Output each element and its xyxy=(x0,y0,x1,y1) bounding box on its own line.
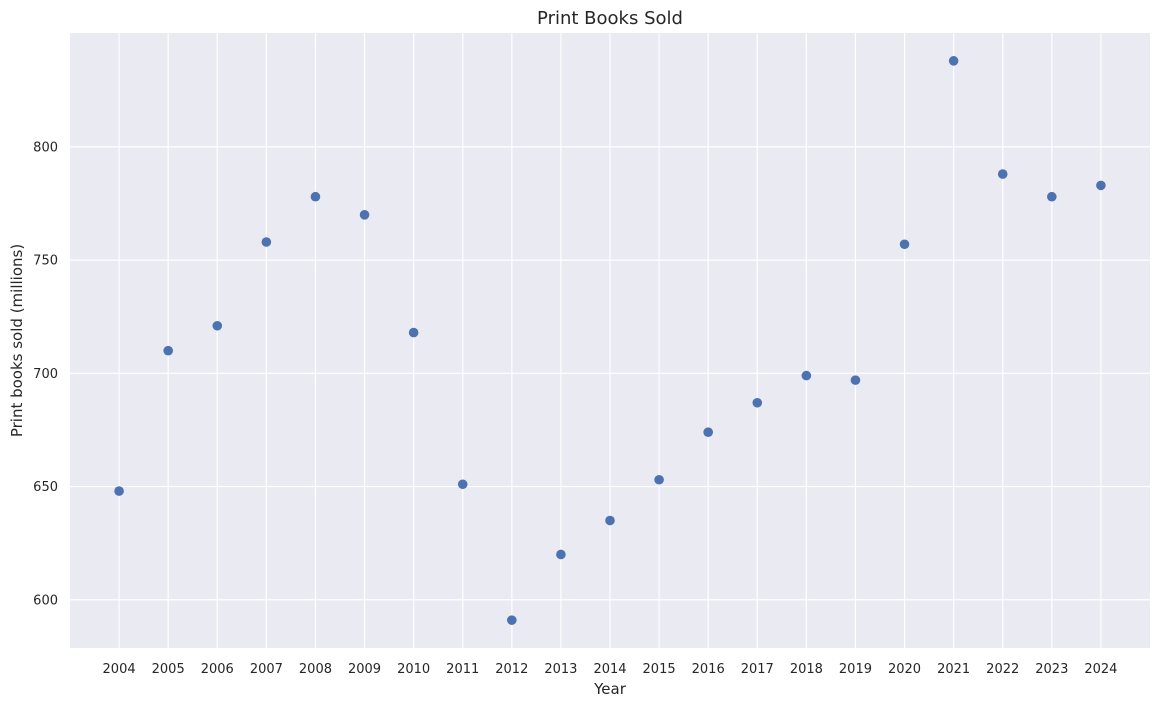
data-point xyxy=(899,239,910,250)
data-point xyxy=(310,191,321,202)
x-tick-label: 2008 xyxy=(299,662,332,677)
x-tick-label: 2022 xyxy=(986,662,1019,677)
x-tick-label: 2015 xyxy=(643,662,676,677)
x-tick-label: 2010 xyxy=(397,662,430,677)
x-tick-label: 2013 xyxy=(544,662,577,677)
x-tick-label: 2006 xyxy=(201,662,234,677)
y-tick-label: 650 xyxy=(33,480,58,495)
y-tick-labels: 600 650 700 750 800 xyxy=(33,140,58,608)
x-tick-label: 2007 xyxy=(250,662,283,677)
x-tick-label: 2024 xyxy=(1084,662,1117,677)
x-tick-label: 2019 xyxy=(839,662,872,677)
x-tick-label: 2017 xyxy=(741,662,774,677)
data-point xyxy=(654,474,664,485)
x-tick-label: 2005 xyxy=(152,662,185,677)
chart-title: Print Books Sold xyxy=(537,8,683,29)
data-point xyxy=(457,479,468,490)
data-point xyxy=(163,345,173,356)
data-point xyxy=(261,237,272,247)
y-tick-label: 700 xyxy=(33,367,58,382)
y-axis-label: Print books sold (millions) xyxy=(8,244,26,437)
data-point xyxy=(997,169,1008,179)
data-point xyxy=(359,210,370,220)
data-point xyxy=(556,549,566,560)
data-point xyxy=(605,515,615,526)
x-tick-label: 2009 xyxy=(348,662,381,677)
y-tick-label: 600 xyxy=(33,593,58,608)
data-point xyxy=(507,615,517,625)
x-tick-label: 2023 xyxy=(1035,662,1068,677)
x-tick-label: 2014 xyxy=(593,662,626,677)
data-point xyxy=(114,486,124,496)
x-tick-label: 2018 xyxy=(790,662,823,677)
data-point xyxy=(1096,180,1106,191)
x-tick-label: 2016 xyxy=(692,662,725,677)
data-point xyxy=(1047,191,1057,202)
x-tick-label: 2011 xyxy=(446,662,479,677)
data-point xyxy=(850,375,861,385)
x-tick-label: 2004 xyxy=(103,662,136,677)
x-tick-label: 2020 xyxy=(888,662,921,677)
grid-lines xyxy=(70,33,1150,648)
y-tick-label: 800 xyxy=(33,140,58,155)
data-point xyxy=(703,427,713,438)
data-points xyxy=(114,56,1106,625)
x-tick-label: 2021 xyxy=(937,662,970,677)
data-point xyxy=(801,370,812,381)
x-axis-label: Year xyxy=(593,680,627,698)
y-tick-label: 750 xyxy=(33,254,58,269)
x-tick-label: 2012 xyxy=(495,662,528,677)
data-point xyxy=(948,56,959,66)
data-point xyxy=(752,397,763,408)
data-point xyxy=(408,327,419,338)
x-tick-labels: 2004 2005 2006 2007 2008 2009 2010 2011 2012 2013… xyxy=(103,662,1118,677)
data-point xyxy=(212,320,223,331)
